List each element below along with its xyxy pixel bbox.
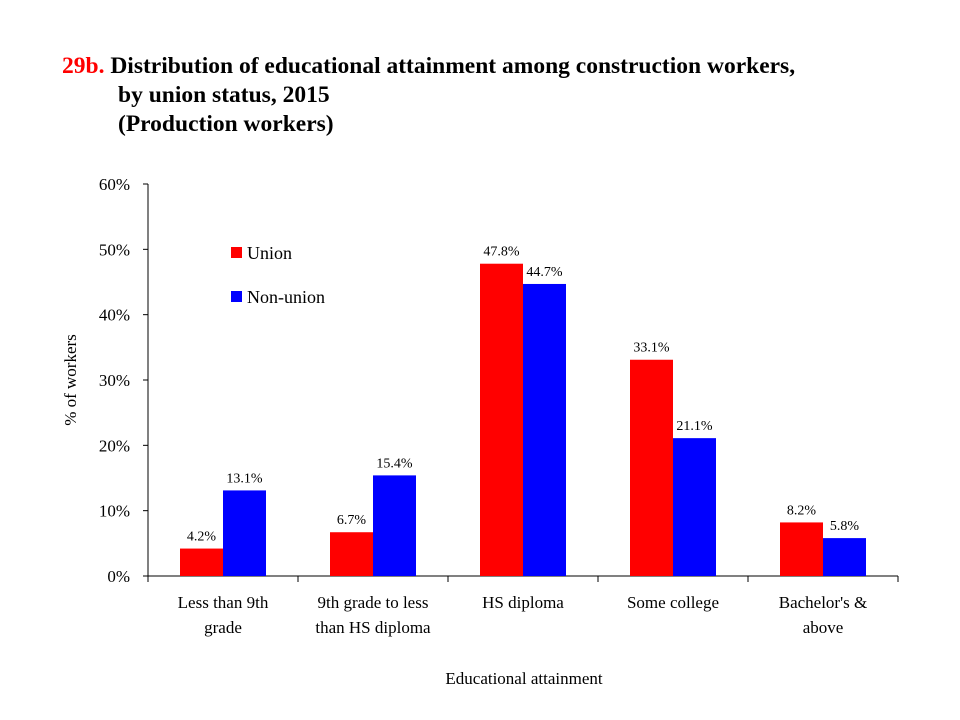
legend-swatch-non-union — [231, 291, 242, 302]
data-label: 21.1% — [676, 419, 713, 434]
legend-label: Non-union — [247, 287, 325, 307]
bar-non-union — [373, 475, 416, 576]
bar-non-union — [523, 283, 566, 576]
y-tick-label: 30% — [99, 371, 130, 390]
y-tick-label: 20% — [99, 436, 130, 455]
bar-non-union — [823, 538, 866, 576]
bar-non-union — [673, 438, 716, 576]
data-label: 8.2% — [787, 503, 817, 518]
data-label: 4.2% — [187, 530, 217, 545]
title-line-3: (Production workers) — [118, 111, 334, 137]
data-label: 15.4% — [376, 456, 413, 471]
data-label: 44.7% — [526, 265, 563, 280]
x-tick-label: than HS diploma — [315, 618, 431, 637]
x-tick-label: grade — [204, 618, 242, 637]
figure-number: 29b. — [62, 53, 105, 79]
y-axis-title: % of workers — [61, 334, 80, 426]
data-label: 33.1% — [633, 341, 670, 356]
data-label: 5.8% — [830, 519, 860, 534]
chart-title: 29b. Distribution of educational attainm… — [62, 52, 795, 139]
legend-swatch-union — [231, 247, 242, 258]
bar-union — [780, 522, 823, 576]
y-tick-label: 40% — [99, 306, 130, 325]
legend-label: Union — [247, 243, 292, 263]
bar-union — [180, 548, 223, 576]
x-tick-label: above — [803, 618, 844, 637]
data-label: 6.7% — [337, 513, 367, 528]
x-tick-label: 9th grade to less — [318, 593, 429, 612]
x-tick-label: Bachelor's & — [779, 593, 868, 612]
data-label: 47.8% — [483, 245, 520, 260]
x-tick-label: HS diploma — [482, 593, 564, 612]
x-axis-title: Educational attainment — [445, 669, 602, 688]
y-tick-label: 10% — [99, 502, 130, 521]
bar-union — [330, 532, 373, 576]
bar-union — [480, 263, 523, 576]
y-tick-label: 50% — [99, 240, 130, 259]
title-line-2: by union status, 2015 — [118, 82, 330, 108]
bar-union — [630, 359, 673, 576]
title-line-1: Distribution of educational attainment a… — [110, 53, 796, 79]
bar-non-union — [223, 490, 266, 576]
data-label: 13.1% — [226, 471, 263, 486]
x-tick-label: Some college — [627, 593, 719, 612]
y-tick-label: 0% — [107, 567, 130, 586]
x-tick-label: Less than 9th — [178, 593, 269, 612]
y-tick-label: 60% — [99, 175, 130, 194]
